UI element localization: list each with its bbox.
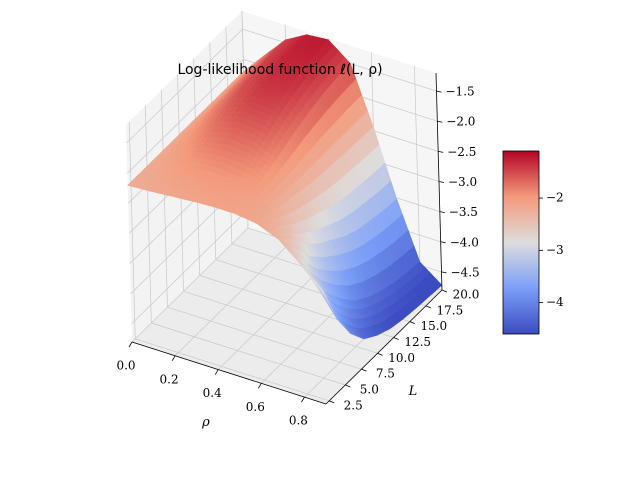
colorbar-tick-label: −3 [546, 243, 564, 257]
grid-line [127, 58, 244, 174]
tick-mark [345, 384, 351, 388]
tick-mark [438, 150, 444, 153]
x-axis-label: ρ [201, 415, 210, 430]
tick-mark [329, 400, 335, 404]
z-tick-label: −1.5 [446, 85, 475, 99]
grid-line [131, 209, 248, 325]
tick-mark [441, 271, 447, 274]
tick-mark [171, 355, 176, 361]
y-tick-label: 15.0 [420, 319, 447, 333]
tick-mark [441, 289, 448, 293]
grid-line [126, 28, 243, 144]
y-tick-label: 17.5 [437, 303, 464, 317]
tick-mark [425, 305, 432, 309]
x-tick-label: 0.8 [289, 414, 308, 428]
tick-mark [301, 396, 305, 403]
z-tick-label: −4.0 [450, 235, 479, 249]
colorbar: −4 −3 −2 [502, 150, 564, 335]
y-tick-label: 10.0 [388, 351, 415, 365]
tick-mark [377, 352, 383, 356]
z-tick-label: −2.0 [446, 115, 475, 129]
tick-mark [361, 368, 367, 372]
grid-line [167, 306, 362, 370]
colorbar-tick-label: −4 [546, 295, 564, 309]
y-tick-label: 5.0 [360, 383, 379, 397]
x-tick-label: 0.6 [246, 400, 265, 414]
y-tick-label: 12.5 [404, 335, 431, 349]
z-tick-label: −2.5 [447, 145, 476, 159]
surface-plot [127, 34, 443, 340]
surface-patch [317, 283, 327, 298]
tick-mark [439, 211, 445, 214]
tick-mark [393, 337, 399, 340]
z-tick-label: −3.0 [448, 175, 477, 189]
x-tick-label: 0.0 [116, 359, 135, 373]
tick-mark [409, 321, 415, 325]
z-tick-label: −4.5 [451, 265, 480, 279]
axis-ticks: 0.0 0.2 0.4 0.6 0.8 2.55.0 7.5 10.0 12.5 15.0 17.5… [116, 85, 479, 428]
tick-mark [437, 120, 443, 123]
y-axis-label: L [408, 384, 418, 399]
x-axis-line [131, 341, 327, 405]
z-tick-label: −3.5 [449, 205, 478, 219]
y-tick-label: 20.0 [453, 288, 480, 302]
y-tick-label: 2.5 [344, 398, 363, 412]
grid-line [183, 290, 378, 354]
tick-mark [440, 241, 446, 244]
chart-title: Log-likelihood function ℓ(L, ρ) [177, 62, 383, 78]
tick-mark [436, 90, 442, 93]
tick-mark [438, 181, 445, 183]
tick-mark [128, 341, 133, 348]
x-tick-label: 0.2 [160, 372, 179, 386]
grid-line [135, 338, 330, 402]
colorbar-gradient [502, 150, 540, 335]
tick-mark [214, 369, 219, 375]
grid-line [151, 322, 346, 386]
y-tick-label: 7.5 [376, 367, 395, 381]
colorbar-ticks: −4 −3 −2 [539, 191, 564, 309]
tick-mark [257, 383, 262, 389]
colorbar-tick-label: −2 [546, 191, 564, 205]
x-tick-label: 0.4 [203, 386, 222, 400]
